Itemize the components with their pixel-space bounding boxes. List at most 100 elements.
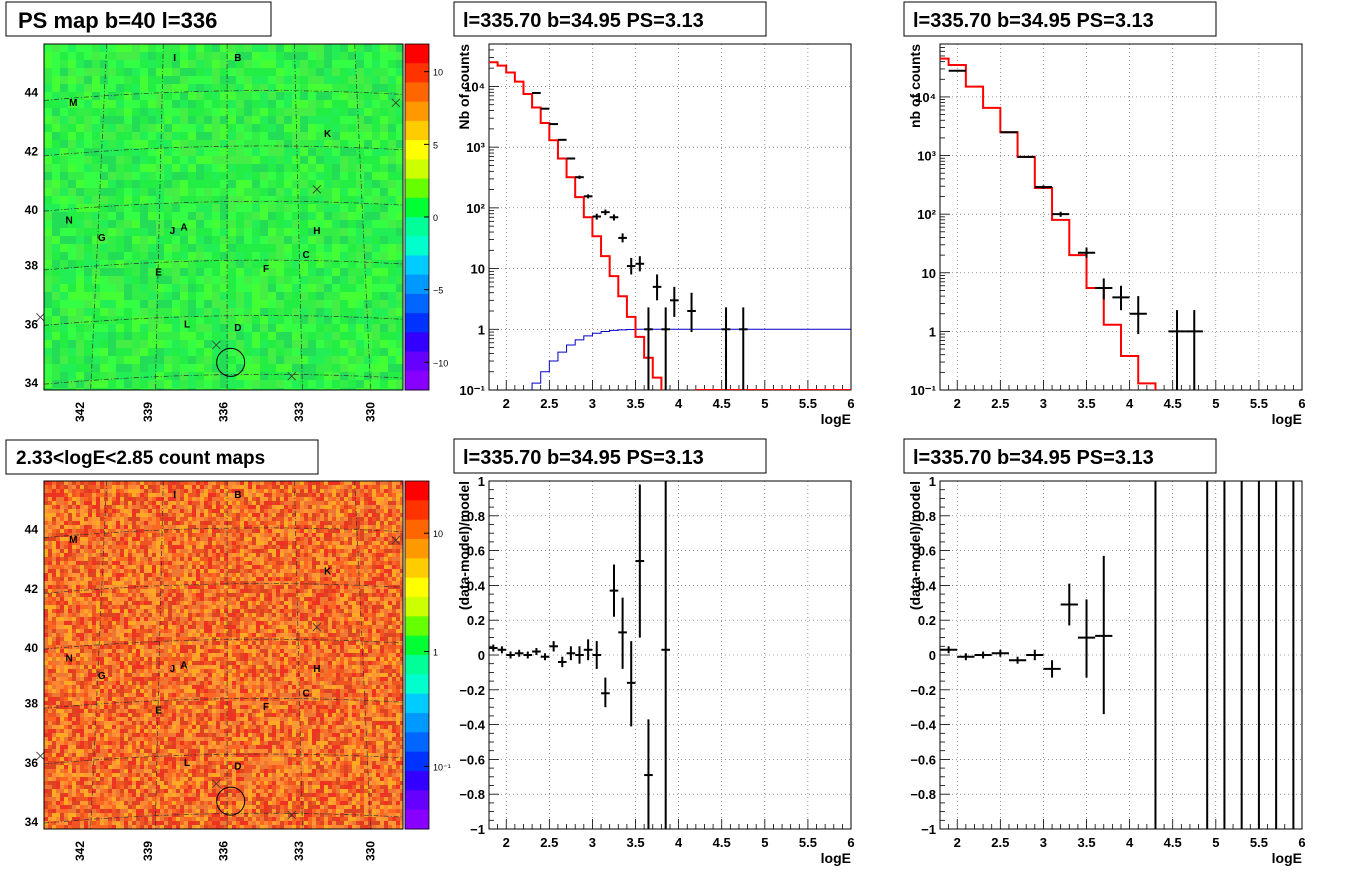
colorbar-frame [404, 480, 430, 830]
data-point [1052, 211, 1070, 217]
x-tick-label: 6 [1298, 835, 1305, 850]
y-tick-label: −0.8 [459, 787, 485, 802]
map-frame-border [43, 43, 404, 391]
map-source-label: G [98, 671, 106, 682]
data-point [670, 286, 679, 317]
data-point [566, 157, 576, 160]
colorbar-bin [405, 674, 429, 695]
model-line [489, 61, 851, 390]
colorbar-bin [405, 481, 429, 501]
colorbar-bin [405, 197, 429, 218]
y-axis-label: (data-model)/model [456, 481, 472, 610]
lon-line [90, 43, 108, 391]
colorbar-bin [405, 236, 429, 256]
x-tick-label: 5.5 [799, 835, 817, 850]
ps-map-panel: I B M K N J A H G C F E L D 10 5 0 −5 −10 34 36 38 40 42 44 342… [5, 1, 448, 422]
lat-tick-label: 44 [25, 85, 39, 99]
colorbar-bin [405, 500, 429, 521]
y-tick-label: 0.2 [467, 613, 485, 628]
y-axis-label: (data-model)/model [907, 481, 923, 610]
y-tick-label: 0.4 [918, 578, 937, 593]
map-title-box [5, 1, 272, 37]
data-point [540, 107, 550, 110]
x-tick-label: 2 [503, 396, 510, 411]
colorbar-bin [405, 217, 429, 237]
spectrum-chart-panel-2: 2 2.5 3 3.5 4 4.5 5 5.5 6 10⁻¹ 1 10 10² 10³ 10⁴ logE nb … [903, 1, 1306, 427]
map-source-label: A [180, 222, 187, 233]
chart-title-box [903, 1, 1217, 37]
map-source-label: M [69, 98, 77, 109]
colorbar-bin [405, 732, 429, 753]
residual-chart-panel: 2 2.5 3 3.5 4 4.5 5 5.5 6 −1 −0.8 −0.6 −0.4 −0.2 0 0.2 0… [453, 438, 855, 866]
cross-marker [391, 535, 401, 545]
data-point [549, 123, 558, 126]
data-point [1017, 155, 1035, 158]
colorbar-bin [405, 693, 429, 714]
chart-title-box [453, 1, 767, 37]
colorbar-bin [405, 351, 429, 372]
data-point [1168, 310, 1186, 390]
y-tick-label: 0.8 [467, 509, 485, 524]
lon-tick-label: 342 [73, 841, 87, 861]
x-tick-label: 2 [954, 835, 961, 850]
colorbar-bin [405, 790, 429, 811]
map-source-label: D [234, 323, 241, 334]
x-tick-label: 4 [1126, 835, 1134, 850]
chart-title: l=335.70 b=34.95 PS=3.13 [913, 10, 1154, 32]
cross-marker [36, 313, 45, 322]
colorbar-bin [405, 255, 429, 276]
x-tick-label: 3 [1040, 396, 1047, 411]
chart-title: l=335.70 b=34.95 PS=3.13 [463, 447, 704, 469]
colorbar-bin [405, 332, 429, 353]
lat-tick-label: 38 [25, 258, 39, 272]
x-tick-label: 4.5 [1164, 396, 1182, 411]
plot-area [940, 57, 1203, 390]
map-source-label: E [155, 706, 162, 717]
x-tick-label: 6 [1298, 396, 1305, 411]
data-point [635, 256, 645, 272]
lon-tick-label: 339 [141, 841, 155, 861]
y-tick-label: 0.2 [918, 613, 936, 628]
lat-tick-label: 34 [25, 376, 39, 390]
data-point [1008, 656, 1027, 664]
colorbar-bin [405, 159, 429, 180]
lat-tick-label: 34 [25, 815, 39, 829]
colorbar-tick-label: 10 [433, 529, 443, 539]
x-tick-label: 4.5 [713, 835, 731, 850]
map-coord-grid [43, 480, 404, 830]
colorbar-bin [405, 82, 429, 103]
roi-circle [216, 347, 246, 377]
x-tick-label: 3.5 [626, 835, 644, 850]
x-axis-label: logE [1272, 411, 1302, 427]
map-source-label: H [313, 664, 320, 675]
map-source-label: B [234, 490, 241, 501]
colorbar-tick-label: 0 [433, 213, 438, 223]
lat-line [43, 583, 404, 594]
chart-title: l=335.70 b=34.95 PS=3.13 [913, 447, 1154, 469]
data-point [549, 641, 558, 652]
lon-line [154, 43, 164, 391]
data-point [738, 307, 748, 390]
y-axis-label: Nb of counts [456, 44, 472, 130]
lat-tick-label: 36 [25, 756, 39, 770]
map-source-labels: I B M K N J A H G C F E L D [36, 490, 401, 820]
colorbar-bin [405, 178, 429, 199]
map-source-label: C [302, 688, 309, 699]
map-source-label: F [263, 702, 269, 713]
data-point [1026, 649, 1044, 661]
x-tick-label: 4.5 [1164, 835, 1182, 850]
x-tick-label: 2.5 [991, 835, 1009, 850]
map-source-label: K [324, 129, 332, 140]
data-point [601, 209, 610, 216]
colorbar-tick-label: 1 [433, 648, 438, 658]
colorbar-bin [405, 293, 429, 314]
y-tick-label: 1 [478, 322, 485, 337]
y-tick-label: 10³ [466, 140, 485, 155]
y-tick-label: 0.6 [918, 544, 936, 559]
x-axis-label: logE [821, 411, 851, 427]
lat-line [43, 753, 404, 765]
lat-line [43, 90, 404, 101]
lat-tick-label: 42 [25, 144, 39, 158]
data-point [557, 138, 567, 141]
x-tick-label: 2.5 [991, 396, 1009, 411]
